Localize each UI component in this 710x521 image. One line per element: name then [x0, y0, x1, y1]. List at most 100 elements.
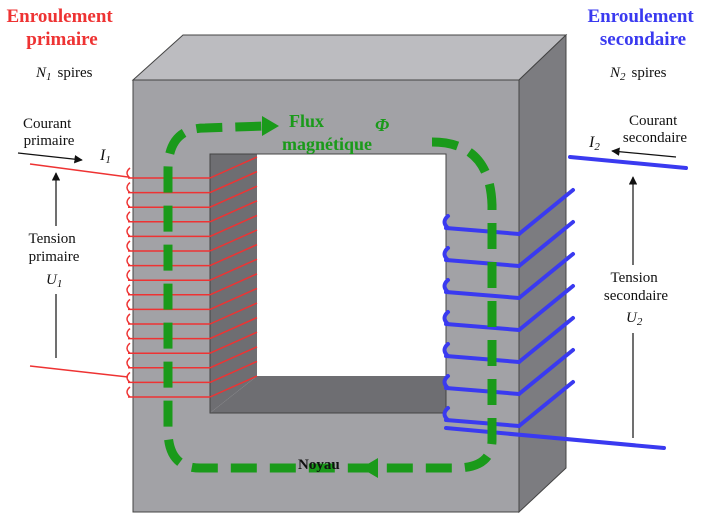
primary-voltage-symbol: U1	[46, 272, 62, 290]
primary-lead-top	[29, 163, 129, 178]
secondary-title-line1: Enroulement	[587, 6, 694, 27]
secondary-turn-hook	[442, 278, 450, 294]
transformer-core	[131, 33, 568, 514]
primary-turn-diagonal	[209, 375, 258, 398]
secondary-winding	[442, 155, 688, 450]
primary-turn-diagonal	[209, 200, 258, 223]
secondary-lead-top	[568, 155, 688, 170]
primary-turn-hook	[126, 255, 131, 267]
primary-turn-diagonal	[209, 156, 258, 179]
secondary-title-line2: secondaire	[600, 29, 686, 50]
secondary-turn-side	[517, 284, 575, 332]
secondary-turn-side	[517, 316, 575, 364]
primary-turns-word: spires	[58, 65, 93, 81]
primary-turn-diagonal	[209, 346, 258, 369]
primary-turns-symbol: N	[35, 65, 47, 81]
core-side-face	[518, 33, 567, 514]
secondary-current-symbol: I2	[588, 134, 600, 153]
secondary-turn-front	[444, 354, 521, 364]
secondary-turns-sub: 2	[620, 71, 626, 83]
secondary-turn-side	[517, 188, 575, 236]
secondary-turn-side	[517, 220, 575, 268]
secondary-current-label: Courant secondaire	[623, 113, 687, 146]
secondary-turn-hook	[442, 374, 450, 390]
secondary-turn-front	[444, 226, 521, 236]
secondary-turn-front	[444, 258, 521, 268]
secondary-voltage-line2: secondaire	[604, 288, 668, 304]
secondary-voltage-line1: Tension	[610, 270, 658, 286]
flux-label-line2: magnétique	[282, 134, 372, 154]
secondary-current-arrow	[611, 147, 677, 158]
secondary-title: Enroulement secondaire	[587, 6, 698, 50]
primary-turn-diagonal	[209, 331, 258, 354]
secondary-voltage-label: Tension secondaire	[604, 270, 668, 304]
primary-turn-diagonal	[209, 316, 258, 340]
primary-turn-hook	[126, 182, 131, 194]
secondary-turns-symbol: N	[609, 65, 621, 81]
secondary-turn-front	[444, 322, 521, 332]
secondary-turn-front	[444, 418, 521, 428]
primary-turn-hook	[126, 167, 131, 179]
primary-current-line2: primaire	[24, 133, 75, 149]
primary-turn-hook	[126, 386, 131, 398]
primary-turn-hook	[126, 342, 131, 354]
flux-label-line1: Flux	[289, 111, 324, 131]
primary-current-label: Courant primaire	[23, 116, 75, 149]
primary-turn-diagonal	[209, 170, 258, 194]
secondary-turn-hook	[442, 342, 450, 358]
secondary-current-line1: Courant	[629, 113, 678, 129]
core-label: Noyau	[298, 457, 340, 473]
primary-turn-hook	[126, 240, 131, 252]
secondary-current-line2: secondaire	[623, 130, 687, 146]
flux-arrow-bottom	[361, 458, 378, 478]
magnetic-flux-path	[163, 116, 497, 478]
primary-turn-hook	[126, 298, 131, 310]
secondary-turn-hook	[442, 214, 450, 230]
secondary-voltage-symbol: U2	[626, 310, 643, 328]
primary-turn-hook	[126, 328, 131, 340]
primary-turn-hook	[126, 225, 131, 237]
primary-current-arrow	[17, 152, 83, 164]
secondary-turn-side	[517, 252, 575, 300]
primary-turn-hook	[126, 371, 131, 383]
secondary-turns-word: spires	[632, 65, 667, 81]
primary-title-line2: primaire	[26, 29, 97, 50]
primary-turn-diagonal	[209, 258, 258, 281]
primary-title: Enroulement primaire	[6, 6, 117, 50]
primary-title-line1: Enroulement	[6, 6, 113, 27]
primary-turn-hook	[126, 269, 131, 281]
flux-arrow-top	[262, 116, 279, 136]
primary-turn-diagonal	[209, 360, 258, 384]
primary-turn-diagonal	[209, 302, 258, 325]
secondary-turn-hook	[442, 310, 450, 326]
primary-turn-diagonal	[209, 273, 258, 296]
primary-turns: N1 spires	[35, 65, 93, 83]
primary-turn-diagonal	[209, 214, 258, 238]
core-top-face	[131, 34, 568, 81]
secondary-lead-bottom	[444, 426, 666, 450]
primary-turn-diagonal	[209, 243, 258, 267]
primary-turn-diagonal	[209, 287, 258, 311]
primary-turn-hook	[126, 284, 131, 296]
primary-voltage-label: Tension primaire	[28, 231, 79, 265]
secondary-turns: N2 spires	[609, 65, 667, 83]
primary-turns-sub: 1	[46, 71, 52, 83]
secondary-turn-side	[517, 380, 575, 428]
secondary-turn-hook	[442, 406, 450, 422]
primary-turn-hook	[126, 313, 131, 325]
core-window-bottom-wall	[210, 376, 446, 413]
primary-current-symbol: I1	[99, 147, 111, 166]
secondary-turn-side	[517, 348, 575, 396]
primary-turn-hook	[126, 211, 131, 223]
flux-symbol: Φ	[375, 115, 389, 135]
primary-current-line1: Courant	[23, 116, 72, 132]
secondary-turn-front	[444, 290, 521, 300]
primary-voltage-line2: primaire	[29, 249, 80, 265]
core-window-opening	[257, 154, 446, 376]
secondary-turn-front	[444, 386, 521, 396]
flux-dashed-loop	[163, 121, 497, 473]
primary-turn-diagonal	[209, 229, 258, 252]
primary-turn-hook	[126, 196, 131, 208]
primary-turn-diagonal	[209, 185, 258, 208]
